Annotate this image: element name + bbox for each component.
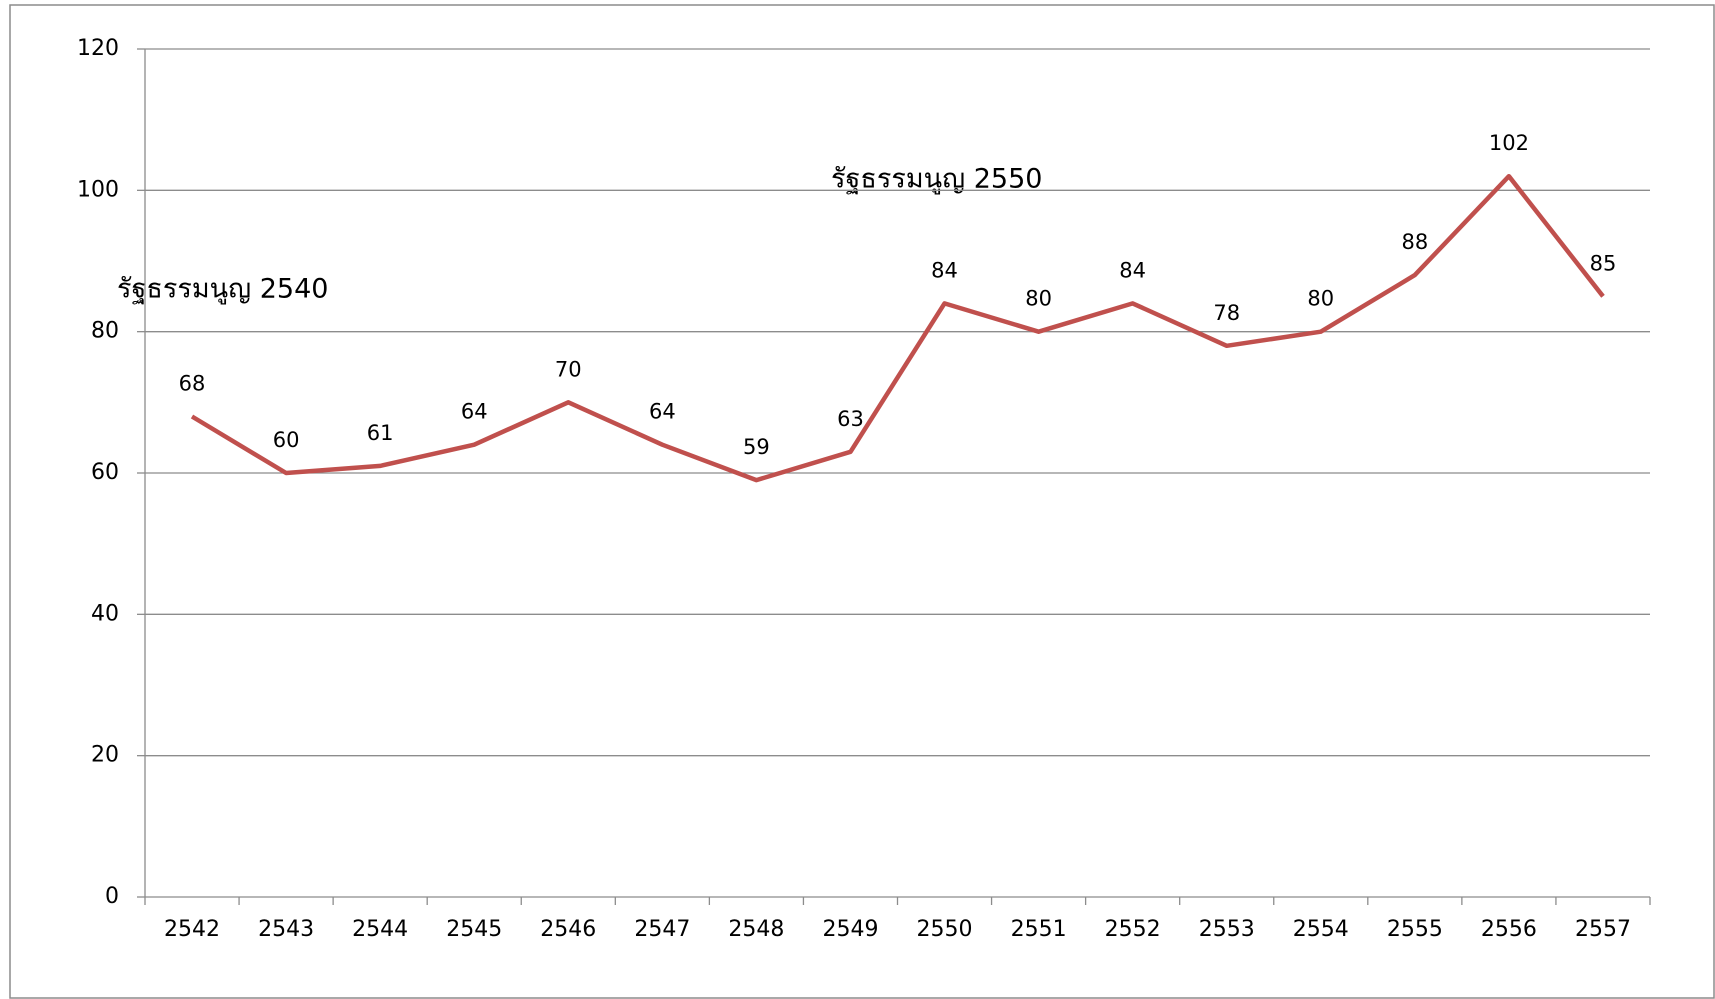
data-label: 63 [837, 407, 864, 431]
y-tick-label: 60 [91, 460, 119, 485]
y-tick-label: 80 [91, 319, 119, 344]
x-tick-label: 2557 [1575, 917, 1631, 942]
data-label: 61 [367, 421, 394, 445]
data-label: 59 [743, 435, 770, 459]
data-label: 102 [1489, 131, 1529, 155]
x-tick-label: 2553 [1199, 917, 1255, 942]
data-label: 64 [649, 400, 676, 424]
x-tick-label: 2551 [1011, 917, 1067, 942]
data-label: 70 [555, 357, 582, 381]
data-label: 64 [461, 400, 488, 424]
x-tick-label: 2546 [540, 917, 596, 942]
line [190, 173, 1605, 483]
y-tick-label: 120 [77, 36, 119, 61]
y-tick-label: 20 [91, 743, 119, 768]
x-tick-label: 2556 [1481, 917, 1537, 942]
data-label: 68 [179, 371, 206, 395]
y-tick-label: 40 [91, 601, 119, 626]
data-label: 78 [1213, 301, 1240, 325]
x-tick-label: 2547 [634, 917, 690, 942]
y-tick-label: 100 [77, 177, 119, 202]
x-tick-label: 2555 [1387, 917, 1443, 942]
x-tick-label: 2554 [1293, 917, 1349, 942]
data-label: 85 [1590, 251, 1617, 275]
data-label: 88 [1401, 230, 1428, 254]
annotation: รัฐธรรมนูญ 2540 [117, 274, 328, 305]
data-label: 80 [1025, 287, 1052, 311]
x-tick-label: 2543 [258, 917, 314, 942]
data-label: 84 [1119, 258, 1146, 282]
x-tick-label: 2544 [352, 917, 408, 942]
y-tick-label: 0 [105, 884, 119, 909]
x-tick-label: 2549 [822, 917, 878, 942]
data-label: 80 [1307, 287, 1334, 311]
x-tick-label: 2550 [917, 917, 973, 942]
chart-frame [9, 4, 1715, 999]
x-tick-label: 2545 [446, 917, 502, 942]
x-tick-label: 2548 [728, 917, 784, 942]
data-label: 60 [273, 428, 300, 452]
x-tick-label: 2542 [164, 917, 220, 942]
annotation: รัฐธรรมนูญ 2550 [831, 164, 1042, 195]
x-tick-label: 2552 [1105, 917, 1161, 942]
data-label: 84 [931, 258, 958, 282]
